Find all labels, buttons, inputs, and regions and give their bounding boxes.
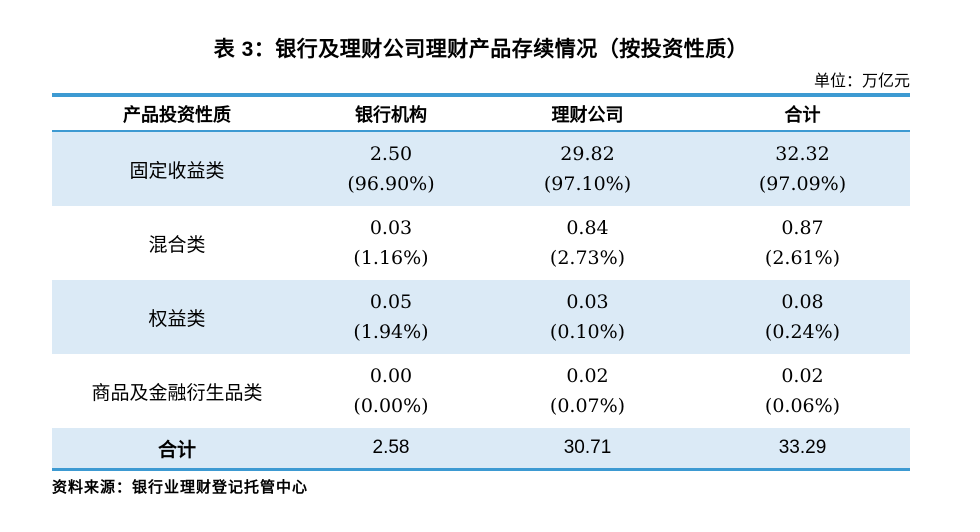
table-title: 表 3：银行及理财公司理财产品存续情况（按投资性质） [213,38,749,61]
column-header-total: 合计 [784,104,821,125]
value-cell: 29.82 (97.10%) [480,132,695,206]
row-label: 商品及金融衍生品类 [91,381,263,404]
table-row: 权益类 0.05 (1.94%) 0.03 (0.10%) 0.08 (0.24… [52,280,910,354]
amount-value: 32.32 [775,143,830,166]
row-label: 混合类 [148,233,206,256]
column-header-bank: 银行机构 [355,104,427,125]
percent-value: (0.06%) [764,394,841,417]
value-cell: 0.84 (2.73%) [480,206,695,280]
value-cell: 0.03 (1.16%) [302,206,480,280]
percent-value: (2.61%) [764,246,841,269]
total-bank-value: 2.58 [372,437,410,458]
percent-value: (96.90%) [347,172,435,195]
percent-value: (1.16%) [353,246,429,269]
amount-value: 0.02 [566,365,609,388]
value-cell: 0.00 (0.00%) [302,354,480,428]
amount-value: 2.50 [369,143,413,166]
amount-value: 0.08 [781,291,824,314]
unit-label: 单位：万亿元 [813,71,910,90]
table-total-row: 合计 2.58 30.71 33.29 [52,428,910,468]
percent-value: (2.73%) [549,246,626,269]
value-cell: 0.08 (0.24%) [695,280,910,354]
value-cell: 0.05 (1.94%) [302,280,480,354]
products-table: 产品投资性质 银行机构 理财公司 合计 固定收益类 2.50 (96.90%) … [52,93,910,471]
table-row: 固定收益类 2.50 (96.90%) 29.82 (97.10%) 32.32… [52,132,910,206]
amount-value: 0.84 [566,217,609,240]
row-label: 权益类 [148,307,206,330]
percent-value: (97.10%) [543,172,632,195]
row-label: 固定收益类 [129,159,225,182]
amount-value: 0.02 [781,365,824,388]
amount-value: 0.87 [781,217,824,240]
percent-value: (0.10%) [549,320,626,343]
amount-value: 0.03 [369,217,413,240]
percent-value: (0.07%) [549,394,626,417]
total-wmc-value: 30.71 [563,437,612,458]
value-cell: 0.03 (0.10%) [480,280,695,354]
source-note: 资料来源：银行业理财登记托管中心 [52,478,309,496]
percent-value: (1.94%) [353,320,429,343]
column-header-nature: 产品投资性质 [123,104,231,125]
value-cell: 0.02 (0.07%) [480,354,695,428]
column-header-wmc: 理财公司 [551,104,624,125]
value-cell: 0.02 (0.06%) [695,354,910,428]
total-sum-value: 33.29 [778,437,827,458]
amount-value: 0.05 [369,291,413,314]
value-cell: 0.87 (2.61%) [695,206,910,280]
amount-value: 29.82 [560,143,615,166]
amount-value: 0.03 [566,291,609,314]
table-header-row: 产品投资性质 银行机构 理财公司 合计 [52,97,910,132]
amount-value: 0.00 [369,365,413,388]
table-row: 商品及金融衍生品类 0.00 (0.00%) 0.02 (0.07%) 0.02… [52,354,910,428]
percent-value: (0.24%) [764,320,841,343]
table-row: 混合类 0.03 (1.16%) 0.84 (2.73%) 0.87 (2.61… [52,206,910,280]
total-row-label: 合计 [157,439,196,461]
value-cell: 2.50 (96.90%) [302,132,480,206]
percent-value: (97.09%) [758,172,847,195]
percent-value: (0.00%) [353,394,429,417]
value-cell: 32.32 (97.09%) [695,132,910,206]
